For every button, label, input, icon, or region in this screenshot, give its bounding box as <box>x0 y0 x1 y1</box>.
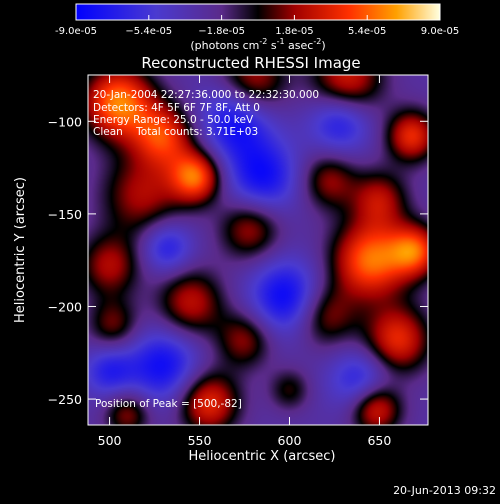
heatmap-image <box>88 75 428 425</box>
colorbar-tick-label: 5.4e-05 <box>348 26 386 37</box>
info-block: 20-Jan-2004 22:27:36.000 to 22:32:30.000… <box>93 89 319 410</box>
peak-position-label: Position of Peak = [500,-82] <box>95 398 242 410</box>
info-clean-counts: Clean Total counts: 3.71E+03 <box>93 126 258 138</box>
x-tick-label: 650 <box>367 433 391 448</box>
info-time-range: 20-Jan-2004 22:27:36.000 to 22:32:30.000 <box>93 89 319 101</box>
footer-date: 20-Jun-2013 09:32 <box>393 484 496 497</box>
plot-frame <box>87 74 429 426</box>
colorbar-ticks: -9.0e-05 −5.4e-05 −1.8e-05 1.8e-05 5.4e-05 9.… <box>55 15 459 37</box>
colorbar-tick-label: −5.4e-05 <box>125 26 172 37</box>
x-tick-label: 500 <box>98 433 122 448</box>
colorbar-tick-label: −1.8e-05 <box>198 26 245 37</box>
info-energy-range: Energy Range: 25.0 - 50.0 keV <box>93 114 254 126</box>
colorbar-tick-label: -9.0e-05 <box>55 26 97 37</box>
axis-ticks: 500 550 600 650 −250 −200 −150 −100 <box>48 75 428 448</box>
y-tick-label: −100 <box>48 114 82 129</box>
y-tick-label: −250 <box>48 392 82 407</box>
y-tick-label: −150 <box>48 207 82 222</box>
colorbar: -9.0e-05 −5.4e-05 −1.8e-05 1.8e-05 5.4e-05 9.… <box>55 3 459 52</box>
colorbar-label: (photons cm-2 s-1 asec-2) <box>190 37 325 52</box>
x-axis-label: Heliocentric X (arcsec) <box>189 449 336 464</box>
colorbar-gradient <box>75 3 441 21</box>
info-detectors: Detectors: 4F 5F 6F 7F 8F, Att 0 <box>93 102 260 114</box>
y-tick-label: −200 <box>48 299 82 314</box>
colorbar-tick-label: 1.8e-05 <box>275 26 313 37</box>
x-tick-label: 600 <box>278 433 302 448</box>
plot-area: 500 550 600 650 −250 −200 −150 −100 <box>48 74 429 448</box>
colorbar-tick-label: 9.0e-05 <box>421 26 459 37</box>
x-tick-label: 550 <box>188 433 212 448</box>
y-axis-label: Heliocentric Y (arcsec) <box>13 177 28 323</box>
chart-title: Reconstructed RHESSI Image <box>141 54 360 72</box>
